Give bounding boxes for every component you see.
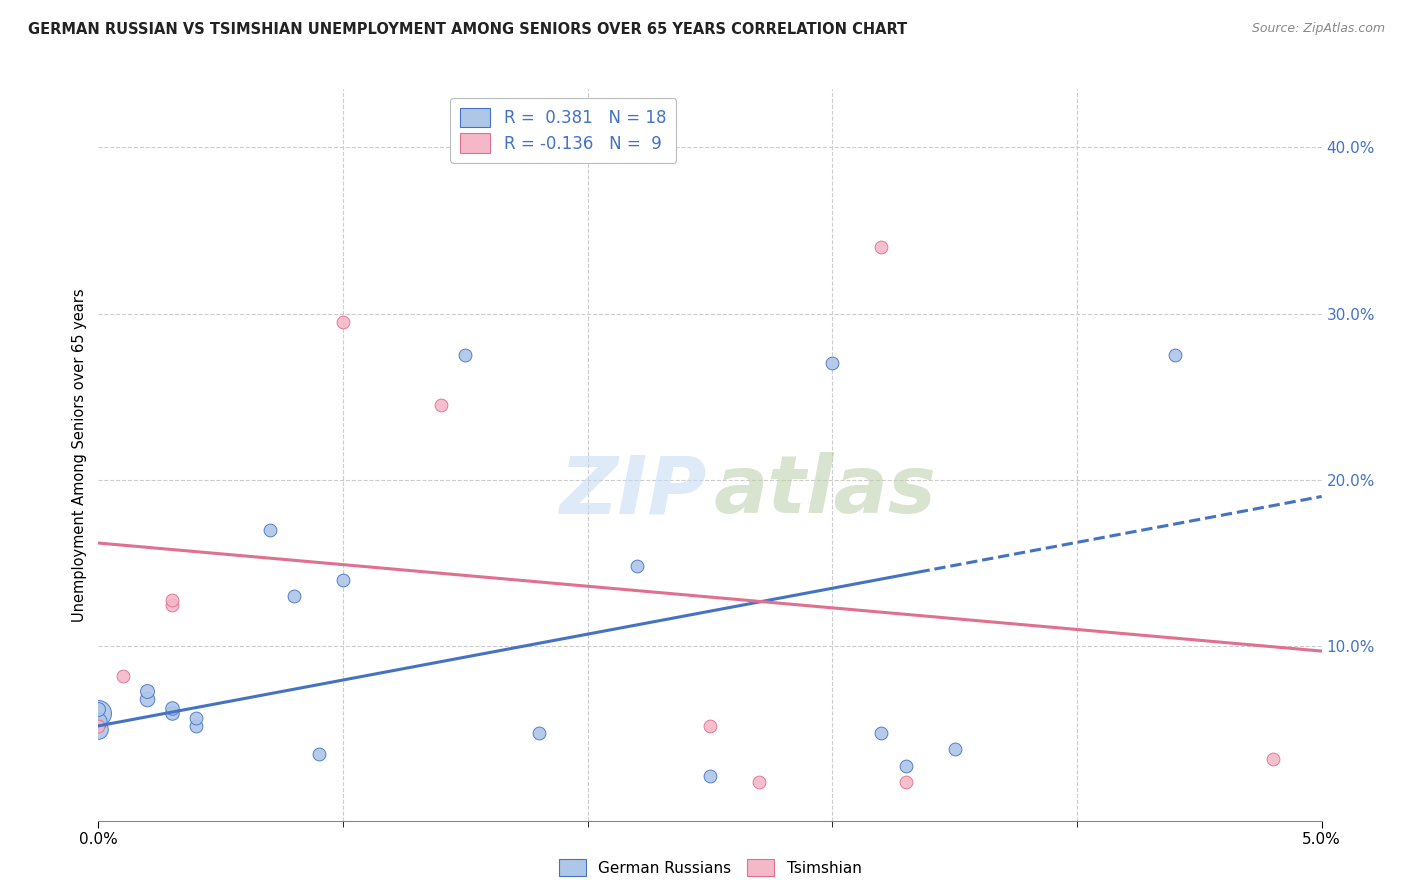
Point	[160, 592, 183, 607]
Point	[186, 719, 208, 733]
Point	[626, 559, 648, 574]
Point	[160, 598, 183, 612]
Point	[527, 725, 550, 739]
Point	[870, 240, 893, 254]
Point	[87, 702, 110, 716]
Point	[943, 742, 966, 756]
Point	[87, 706, 110, 720]
Point	[160, 700, 183, 714]
Point	[699, 769, 721, 783]
Point	[454, 348, 477, 362]
Point	[136, 684, 159, 698]
Point	[87, 719, 110, 733]
Text: Source: ZipAtlas.com: Source: ZipAtlas.com	[1251, 22, 1385, 36]
Point	[894, 775, 917, 789]
Point	[87, 723, 110, 737]
Point	[699, 719, 721, 733]
Point	[111, 669, 134, 683]
Point	[136, 692, 159, 706]
Text: atlas: atlas	[714, 452, 936, 531]
Point	[332, 315, 354, 329]
Point	[1164, 348, 1187, 362]
Point	[186, 710, 208, 724]
Point	[259, 523, 281, 537]
Point	[430, 398, 453, 412]
Point	[87, 714, 110, 728]
Point	[308, 747, 330, 761]
Point	[1261, 752, 1284, 766]
Point	[870, 725, 893, 739]
Y-axis label: Unemployment Among Seniors over 65 years: Unemployment Among Seniors over 65 years	[72, 288, 87, 622]
Point	[821, 356, 844, 370]
Point	[283, 589, 305, 603]
Point	[160, 706, 183, 720]
Point	[894, 758, 917, 772]
Text: GERMAN RUSSIAN VS TSIMSHIAN UNEMPLOYMENT AMONG SENIORS OVER 65 YEARS CORRELATION: GERMAN RUSSIAN VS TSIMSHIAN UNEMPLOYMENT…	[28, 22, 907, 37]
Text: ZIP: ZIP	[560, 452, 706, 531]
Legend: German Russians, Tsimshian: German Russians, Tsimshian	[553, 853, 868, 882]
Point	[748, 775, 770, 789]
Point	[332, 573, 354, 587]
